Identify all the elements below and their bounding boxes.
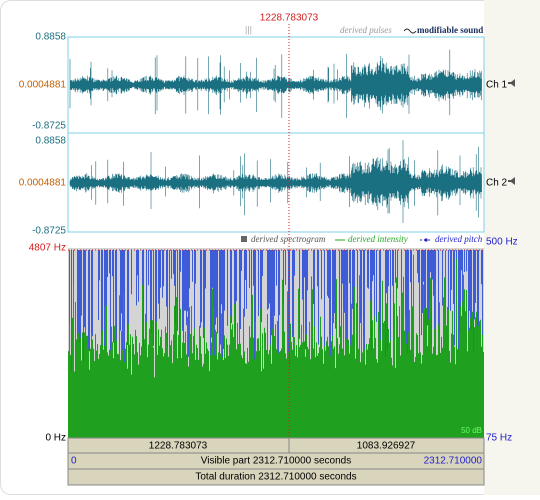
spectrogram-icon — [241, 236, 247, 242]
total-duration: Total duration 2312.710000 seconds — [195, 472, 356, 483]
sound-icon — [403, 28, 417, 34]
waveforms — [69, 49, 482, 223]
ch2-mid: 0.0004881 — [19, 178, 67, 189]
ch1-min: -0.8725 — [32, 121, 66, 132]
right-segment: 1083.926927 — [357, 441, 416, 452]
pulses-legend: derived pulses — [340, 25, 392, 35]
cursor-time: 1228.783073 — [260, 13, 319, 24]
visible-end: 2312.710000 — [424, 456, 483, 467]
total-bar[interactable] — [67, 468, 485, 486]
waveform-ch2 — [69, 140, 482, 223]
max-frequency: 4807 Hz — [29, 243, 66, 254]
ch2-max: 0.8858 — [35, 136, 66, 147]
ch2-min: -0.8725 — [32, 226, 66, 237]
ch1-label[interactable]: Ch 1 — [486, 80, 508, 91]
pulses-icon: ||| — [245, 24, 252, 34]
ch1-max: 0.8858 — [35, 32, 66, 43]
ch1-mid: 0.0004881 — [19, 80, 67, 91]
intensity-legend: derived intensity — [348, 234, 408, 244]
spectrogram-legend: derived spectrogram — [251, 234, 326, 244]
spectrogram-content — [68, 250, 484, 438]
sound-legend: modifiable sound — [417, 25, 483, 35]
visible-start: 0 — [71, 456, 77, 467]
visible-part: Visible part 2312.710000 seconds — [201, 456, 351, 467]
left-segment: 1228.783073 — [149, 441, 208, 452]
ch2-label[interactable]: Ch 2 — [486, 178, 508, 189]
pitch-min: 75 Hz — [486, 433, 512, 444]
intensity-traces — [68, 250, 484, 438]
pitch-legend: derived pitch — [435, 234, 483, 244]
min-frequency: 0 Hz — [45, 433, 66, 444]
intensity-min: 50 dB — [461, 426, 482, 435]
ch2-speaker[interactable] — [508, 177, 515, 185]
pitch-max: 500 Hz — [486, 237, 518, 248]
ch1-speaker[interactable] — [508, 79, 515, 87]
pitch-icon-dot — [424, 238, 428, 242]
waveform-ch1 — [69, 49, 482, 118]
